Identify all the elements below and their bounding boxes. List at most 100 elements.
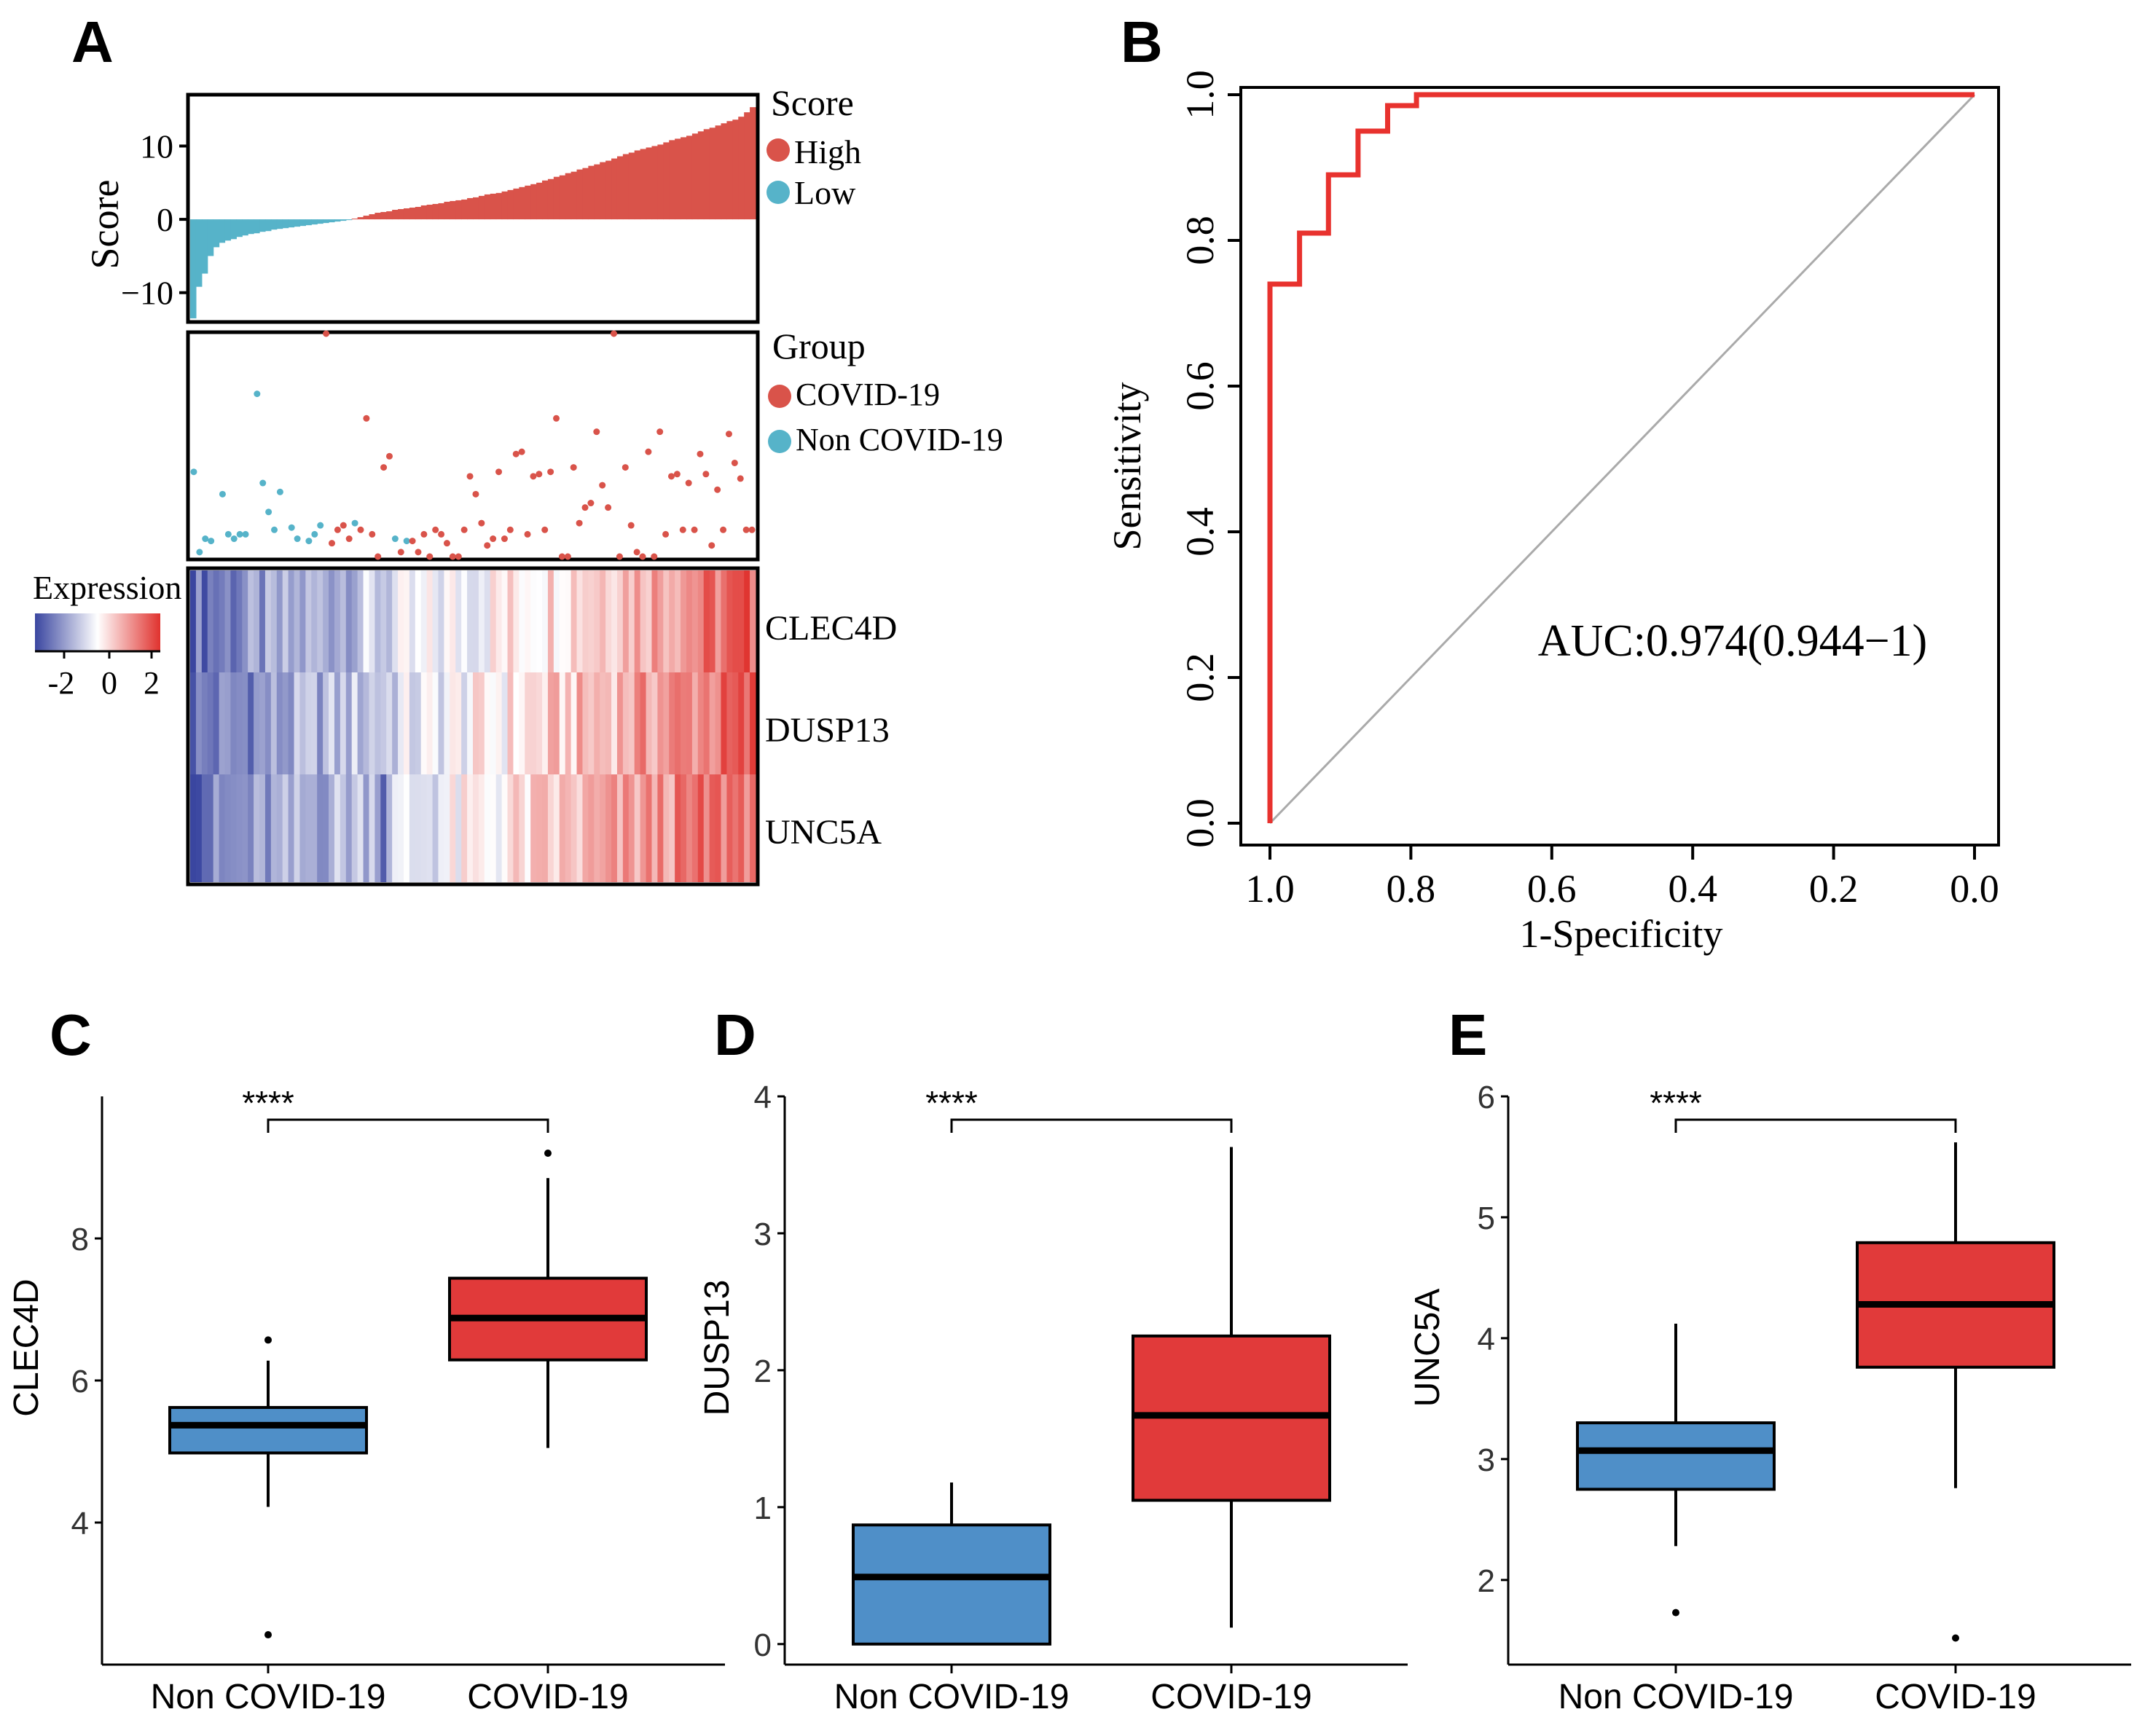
- score-bar: [611, 158, 618, 220]
- heatmap-cell: [276, 774, 283, 882]
- heatmap-cell: [530, 570, 537, 672]
- non-covid-point: [271, 526, 278, 533]
- heatmap-cells: [190, 570, 756, 882]
- dusp13-y-axis-title: DUSP13: [698, 1280, 737, 1416]
- expression-legend-tick-label: -2: [48, 665, 75, 701]
- heatmap-cell: [473, 774, 479, 882]
- boxplot-outlier: [1952, 1634, 1959, 1642]
- heatmap-cell: [547, 570, 554, 672]
- score-bar: [363, 216, 370, 220]
- score-bar: [213, 219, 220, 248]
- heatmap-cell: [588, 672, 595, 774]
- score-bar: [450, 200, 456, 220]
- heatmap-cell: [715, 774, 722, 882]
- roc-y-tick-label: 0.8: [1178, 216, 1222, 265]
- heatmap-cell: [369, 672, 375, 774]
- covid-point: [605, 504, 612, 511]
- heatmap-cell: [403, 774, 410, 882]
- heatmap-cell: [213, 672, 220, 774]
- boxplot-y-tick-label: 3: [754, 1217, 772, 1252]
- heatmap-cell: [398, 774, 404, 882]
- score-bar: [681, 137, 687, 220]
- score-bar: [675, 138, 681, 220]
- roc-plot-frame: [1239, 86, 2000, 847]
- heatmap-cell: [190, 672, 197, 774]
- heatmap-cell: [264, 570, 272, 672]
- covid-point: [611, 330, 617, 337]
- significance-bracket: [950, 1118, 1233, 1133]
- score-bar: [646, 147, 653, 220]
- heatmap-cell: [224, 672, 232, 774]
- covid-point: [449, 553, 456, 560]
- covid-point: [432, 526, 439, 533]
- non-covid-point: [236, 530, 243, 538]
- covid-point: [472, 490, 479, 498]
- score-bar: [195, 219, 203, 287]
- heatmap-cell: [288, 672, 295, 774]
- heatmap-cell: [559, 774, 566, 882]
- covid-point: [553, 415, 560, 422]
- heatmap-cell: [721, 570, 728, 672]
- heatmap-cell: [201, 570, 208, 672]
- heatmap-cell: [299, 570, 306, 672]
- heatmap-cell: [340, 774, 347, 882]
- boxplot-y-tick-label: 6: [1478, 1080, 1495, 1115]
- heatmap-cell: [351, 672, 358, 774]
- heatmap-cell: [444, 774, 450, 882]
- score-bar: [495, 192, 503, 220]
- heatmap-cell: [726, 570, 733, 672]
- heatmap-cell: [264, 774, 272, 882]
- score-y-axis: −10 0 10: [121, 127, 188, 312]
- covid-point: [702, 471, 710, 478]
- score-legend-high-label: High: [794, 133, 861, 170]
- clec4d-x-label-covid: COVID-19: [467, 1678, 628, 1716]
- heatmap-cell: [380, 774, 387, 882]
- heatmap-cell: [663, 570, 670, 672]
- heatmap-cell: [657, 570, 664, 672]
- covid-point: [564, 553, 571, 560]
- heatmap-cell: [363, 774, 370, 882]
- heatmap-cell: [345, 570, 353, 672]
- covid-point: [369, 530, 376, 538]
- heatmap-cell: [588, 570, 595, 672]
- covid-point: [345, 535, 353, 543]
- heatmap-cell: [294, 672, 301, 774]
- heatmap-cell: [495, 774, 503, 882]
- covid-point: [397, 549, 404, 556]
- heatmap-cell: [276, 672, 283, 774]
- covid-point: [633, 549, 640, 556]
- heatmap-cell: [709, 672, 716, 774]
- roc-diagonal-reference: [1269, 93, 1976, 825]
- score-bar: [628, 152, 635, 220]
- heatmap-cell: [369, 570, 375, 672]
- heatmap-cell: [386, 774, 393, 882]
- dusp13-x-label-non: Non COVID-19: [834, 1678, 1070, 1716]
- group-legend-covid-label: COVID-19: [796, 377, 940, 412]
- score-bar: [651, 146, 658, 220]
- heatmap-cell: [386, 570, 393, 672]
- unc5a-y-axis-title: UNC5A: [1408, 1289, 1447, 1407]
- unc5a-x-label-covid: COVID-19: [1875, 1678, 2036, 1716]
- heatmap-cell: [201, 672, 208, 774]
- score-axis-title: Score: [83, 180, 127, 270]
- heatmap-cell: [622, 672, 630, 774]
- score-bar: [270, 219, 278, 230]
- heatmap-cell: [675, 774, 681, 882]
- heatmap-cell: [455, 570, 462, 672]
- heatmap-cell: [213, 570, 220, 672]
- heatmap-cell: [375, 774, 381, 882]
- covid-point: [685, 479, 692, 487]
- panel-label-d: D: [714, 1002, 756, 1067]
- heatmap-cell: [507, 570, 514, 672]
- heatmap-cell: [646, 672, 653, 774]
- heatmap-cell: [282, 774, 289, 882]
- heatmap-cell: [547, 672, 554, 774]
- score-bar: [582, 168, 589, 220]
- covid-point: [443, 540, 450, 547]
- heatmap-cell: [634, 774, 641, 882]
- heatmap-cell: [663, 672, 670, 774]
- heatmap-cell: [732, 570, 739, 672]
- covid-point: [323, 330, 330, 337]
- score-bar: [409, 207, 416, 220]
- score-bar: [686, 135, 693, 220]
